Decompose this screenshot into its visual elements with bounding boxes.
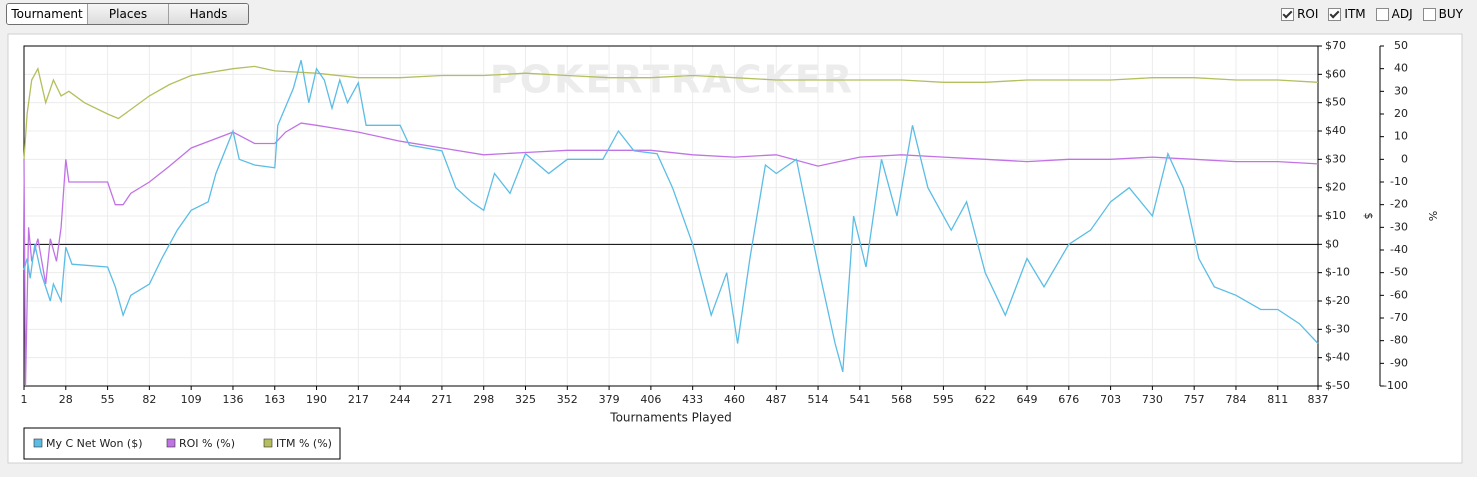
legend-label: My C Net Won ($) (46, 437, 143, 450)
x-tick-label: 622 (975, 393, 996, 406)
tab[interactable]: Hands (169, 4, 248, 24)
legend-swatch (166, 438, 176, 448)
x-tick-label: 568 (891, 393, 912, 406)
checkbox-box[interactable] (1375, 7, 1389, 21)
x-tick-label: 244 (390, 393, 411, 406)
x-tick-label: 163 (264, 393, 285, 406)
checkbox[interactable]: ADJ (1375, 7, 1413, 21)
x-tick-label: 217 (348, 393, 369, 406)
x-tick-label: 595 (933, 393, 954, 406)
chart-panel (7, 33, 1463, 464)
tab-bar: Tournament Places Hands (6, 3, 249, 25)
legend-swatch (263, 438, 273, 448)
y2-tick-label: -100 (1383, 379, 1408, 392)
y2-tick-label: -90 (1390, 356, 1408, 369)
x-tick-label: 649 (1017, 393, 1038, 406)
y2-tick-label: 30 (1394, 84, 1408, 97)
x-tick-label: 460 (724, 393, 745, 406)
tab[interactable]: Tournament (7, 4, 88, 24)
y2-tick-label: 50 (1394, 39, 1408, 52)
x-tick-label: 811 (1267, 393, 1288, 406)
y-tick-label: $10 (1325, 209, 1346, 222)
checkbox[interactable]: ITM (1328, 7, 1366, 21)
series-line (23, 65, 1319, 160)
y2-tick-label: 40 (1394, 62, 1408, 75)
legend-swatch (33, 438, 43, 448)
x-tick-label: 514 (808, 393, 829, 406)
series-line (23, 122, 1319, 387)
y2-tick-label: -40 (1390, 243, 1408, 256)
y-tick-label: $-10 (1325, 266, 1350, 279)
y-tick-label: $60 (1325, 67, 1346, 80)
y2-tick-label: -50 (1390, 266, 1408, 279)
legend-label: ITM % (%) (276, 437, 332, 450)
x-tick-label: 271 (431, 393, 452, 406)
x-tick-label: 352 (557, 393, 578, 406)
x-tick-label: 784 (1225, 393, 1246, 406)
y-tick-label: $30 (1325, 152, 1346, 165)
y2-tick-label: -10 (1390, 175, 1408, 188)
x-tick-label: 55 (101, 393, 115, 406)
y2-tick-label: 20 (1394, 107, 1408, 120)
y2-tick-label: -30 (1390, 220, 1408, 233)
y2-tick-label: 0 (1401, 152, 1408, 165)
y-axis-label: $ (1362, 213, 1375, 220)
x-tick-label: 136 (222, 393, 243, 406)
x-tick-label: 190 (306, 393, 327, 406)
legend-box (23, 427, 341, 460)
checkbox-box[interactable] (1281, 7, 1295, 21)
x-tick-label: 298 (473, 393, 494, 406)
y2-tick-label: -20 (1390, 198, 1408, 211)
x-tick-label: 82 (142, 393, 156, 406)
y2-tick-label: -60 (1390, 288, 1408, 301)
checkbox-label: ROI (1297, 7, 1319, 21)
series-toggles: ROI ITM ADJ BUY (1281, 7, 1463, 21)
y-tick-label: $40 (1325, 124, 1346, 137)
y-tick-label: $-20 (1325, 294, 1350, 307)
x-tick-label: 325 (515, 393, 536, 406)
y-tick-label: $-40 (1325, 351, 1350, 364)
x-tick-label: 757 (1184, 393, 1205, 406)
y2-tick-label: -70 (1390, 311, 1408, 324)
checkbox-label: BUY (1438, 7, 1463, 21)
y-tick-label: $20 (1325, 181, 1346, 194)
y-tick-label: $0 (1325, 237, 1339, 250)
x-tick-label: 28 (59, 393, 73, 406)
x-tick-label: 109 (181, 393, 202, 406)
series-line (23, 60, 1319, 372)
y2-axis-label: % (1426, 211, 1439, 221)
legend-label: ROI % (%) (179, 437, 235, 450)
y-tick-label: $-30 (1325, 322, 1350, 335)
x-tick-label: 487 (766, 393, 787, 406)
x-tick-label: 1 (21, 393, 28, 406)
x-tick-label: 837 (1308, 393, 1329, 406)
x-tick-label: 433 (682, 393, 703, 406)
x-tick-label: 379 (599, 393, 620, 406)
y-tick-label: $70 (1325, 39, 1346, 52)
checkbox-box[interactable] (1422, 7, 1436, 21)
x-tick-label: 541 (849, 393, 870, 406)
checkbox-label: ADJ (1391, 7, 1413, 21)
checkbox[interactable]: BUY (1422, 7, 1463, 21)
x-tick-label: 406 (640, 393, 661, 406)
y2-tick-label: -80 (1390, 334, 1408, 347)
x-tick-label: 703 (1100, 393, 1121, 406)
tab[interactable]: Places (88, 4, 169, 24)
x-tick-label: 676 (1058, 393, 1079, 406)
x-tick-label: 730 (1142, 393, 1163, 406)
checkbox[interactable]: ROI (1281, 7, 1318, 21)
x-axis-label: Tournaments Played (609, 411, 731, 425)
y-tick-label: $-50 (1325, 379, 1350, 392)
y-tick-label: $50 (1325, 96, 1346, 109)
checkbox-label: ITM (1344, 7, 1366, 21)
checkbox-box[interactable] (1328, 7, 1342, 21)
y2-tick-label: 10 (1394, 130, 1408, 143)
